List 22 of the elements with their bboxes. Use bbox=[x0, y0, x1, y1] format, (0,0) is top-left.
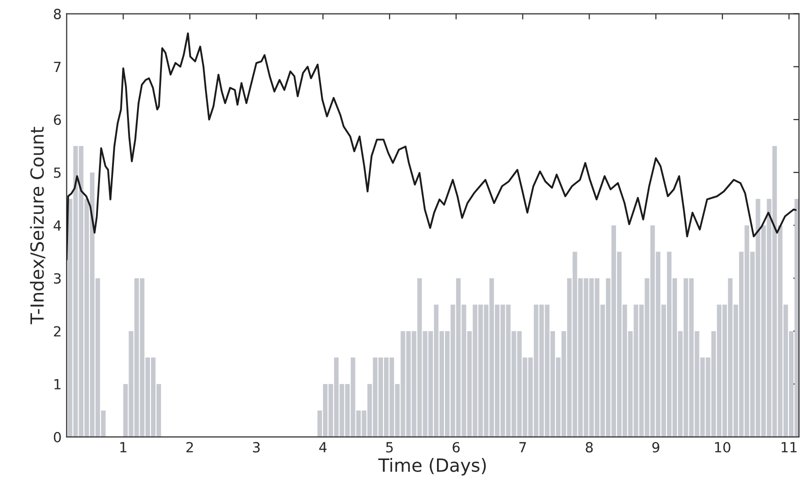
x-tick-label: 2 bbox=[186, 442, 193, 452]
y-axis-title: T-Index/Seizure Count bbox=[30, 126, 46, 324]
y-tick-label: 0 bbox=[54, 432, 61, 442]
x-tick-label: 11 bbox=[782, 442, 797, 452]
y-tick-label: 5 bbox=[54, 168, 61, 178]
y-tick-label: 6 bbox=[54, 114, 61, 126]
x-axis-title: Time (Days) bbox=[378, 458, 486, 476]
x-tick-label: 5 bbox=[386, 442, 393, 453]
x-tick-label: 1 bbox=[120, 442, 126, 452]
y-tick-label: 3 bbox=[54, 273, 61, 284]
y-tick-label: 1 bbox=[54, 379, 61, 390]
x-tick-label: 7 bbox=[519, 442, 526, 452]
x-tick-label: 8 bbox=[586, 442, 593, 453]
y-tick-label: 7 bbox=[54, 62, 61, 72]
x-tick-label: 9 bbox=[652, 442, 660, 453]
x-tick-label: 4 bbox=[319, 442, 327, 452]
x-tick-label: 6 bbox=[452, 442, 460, 453]
y-tick-label: 4 bbox=[54, 220, 62, 231]
y-tick-label: 8 bbox=[54, 8, 61, 20]
x-tick-label: 10 bbox=[715, 442, 730, 453]
y-tick-label: 2 bbox=[54, 326, 60, 336]
x-tick-label: 3 bbox=[253, 442, 260, 453]
